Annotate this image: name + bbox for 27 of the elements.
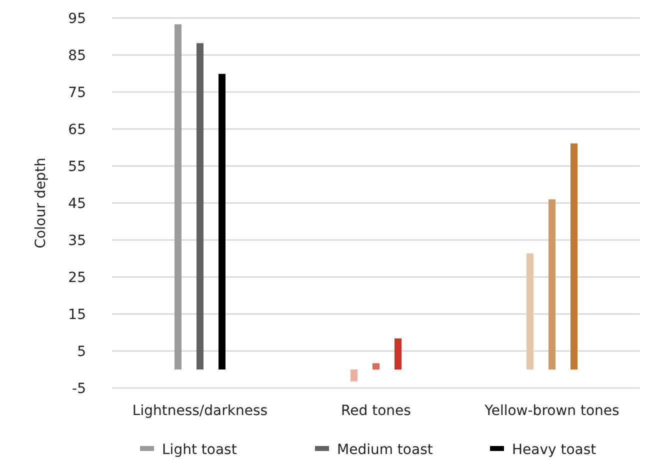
y-tick-label: 35 — [68, 232, 86, 249]
y-tick-label: -5 — [72, 380, 86, 397]
y-tick-label: 95 — [68, 10, 86, 27]
y-tick-label: 55 — [68, 158, 86, 175]
y-axis-title: Colour depth — [33, 158, 49, 248]
legend-label: Heavy toast — [512, 442, 597, 458]
x-tick-label: Red tones — [341, 403, 411, 419]
bar — [526, 253, 534, 370]
bar — [196, 43, 204, 370]
bar — [174, 24, 182, 370]
legend-label: Medium toast — [337, 442, 434, 458]
y-tick-label: 75 — [68, 84, 86, 101]
bar — [548, 199, 556, 370]
y-tick-label: 45 — [68, 196, 86, 212]
y-tick-label: 85 — [68, 48, 86, 64]
x-tick-label: Lightness/darkness — [132, 403, 268, 419]
bar — [218, 74, 226, 370]
bar — [350, 370, 358, 382]
y-tick-label: 15 — [68, 306, 86, 323]
bar — [394, 338, 402, 370]
y-tick-label: 25 — [68, 270, 86, 286]
legend-label: Light toast — [162, 442, 238, 458]
bar — [570, 143, 578, 370]
x-tick-label: Yellow-brown tones — [484, 403, 620, 419]
y-tick-label: 65 — [68, 122, 86, 138]
bar — [372, 363, 380, 370]
y-tick-label: 5 — [77, 344, 86, 360]
